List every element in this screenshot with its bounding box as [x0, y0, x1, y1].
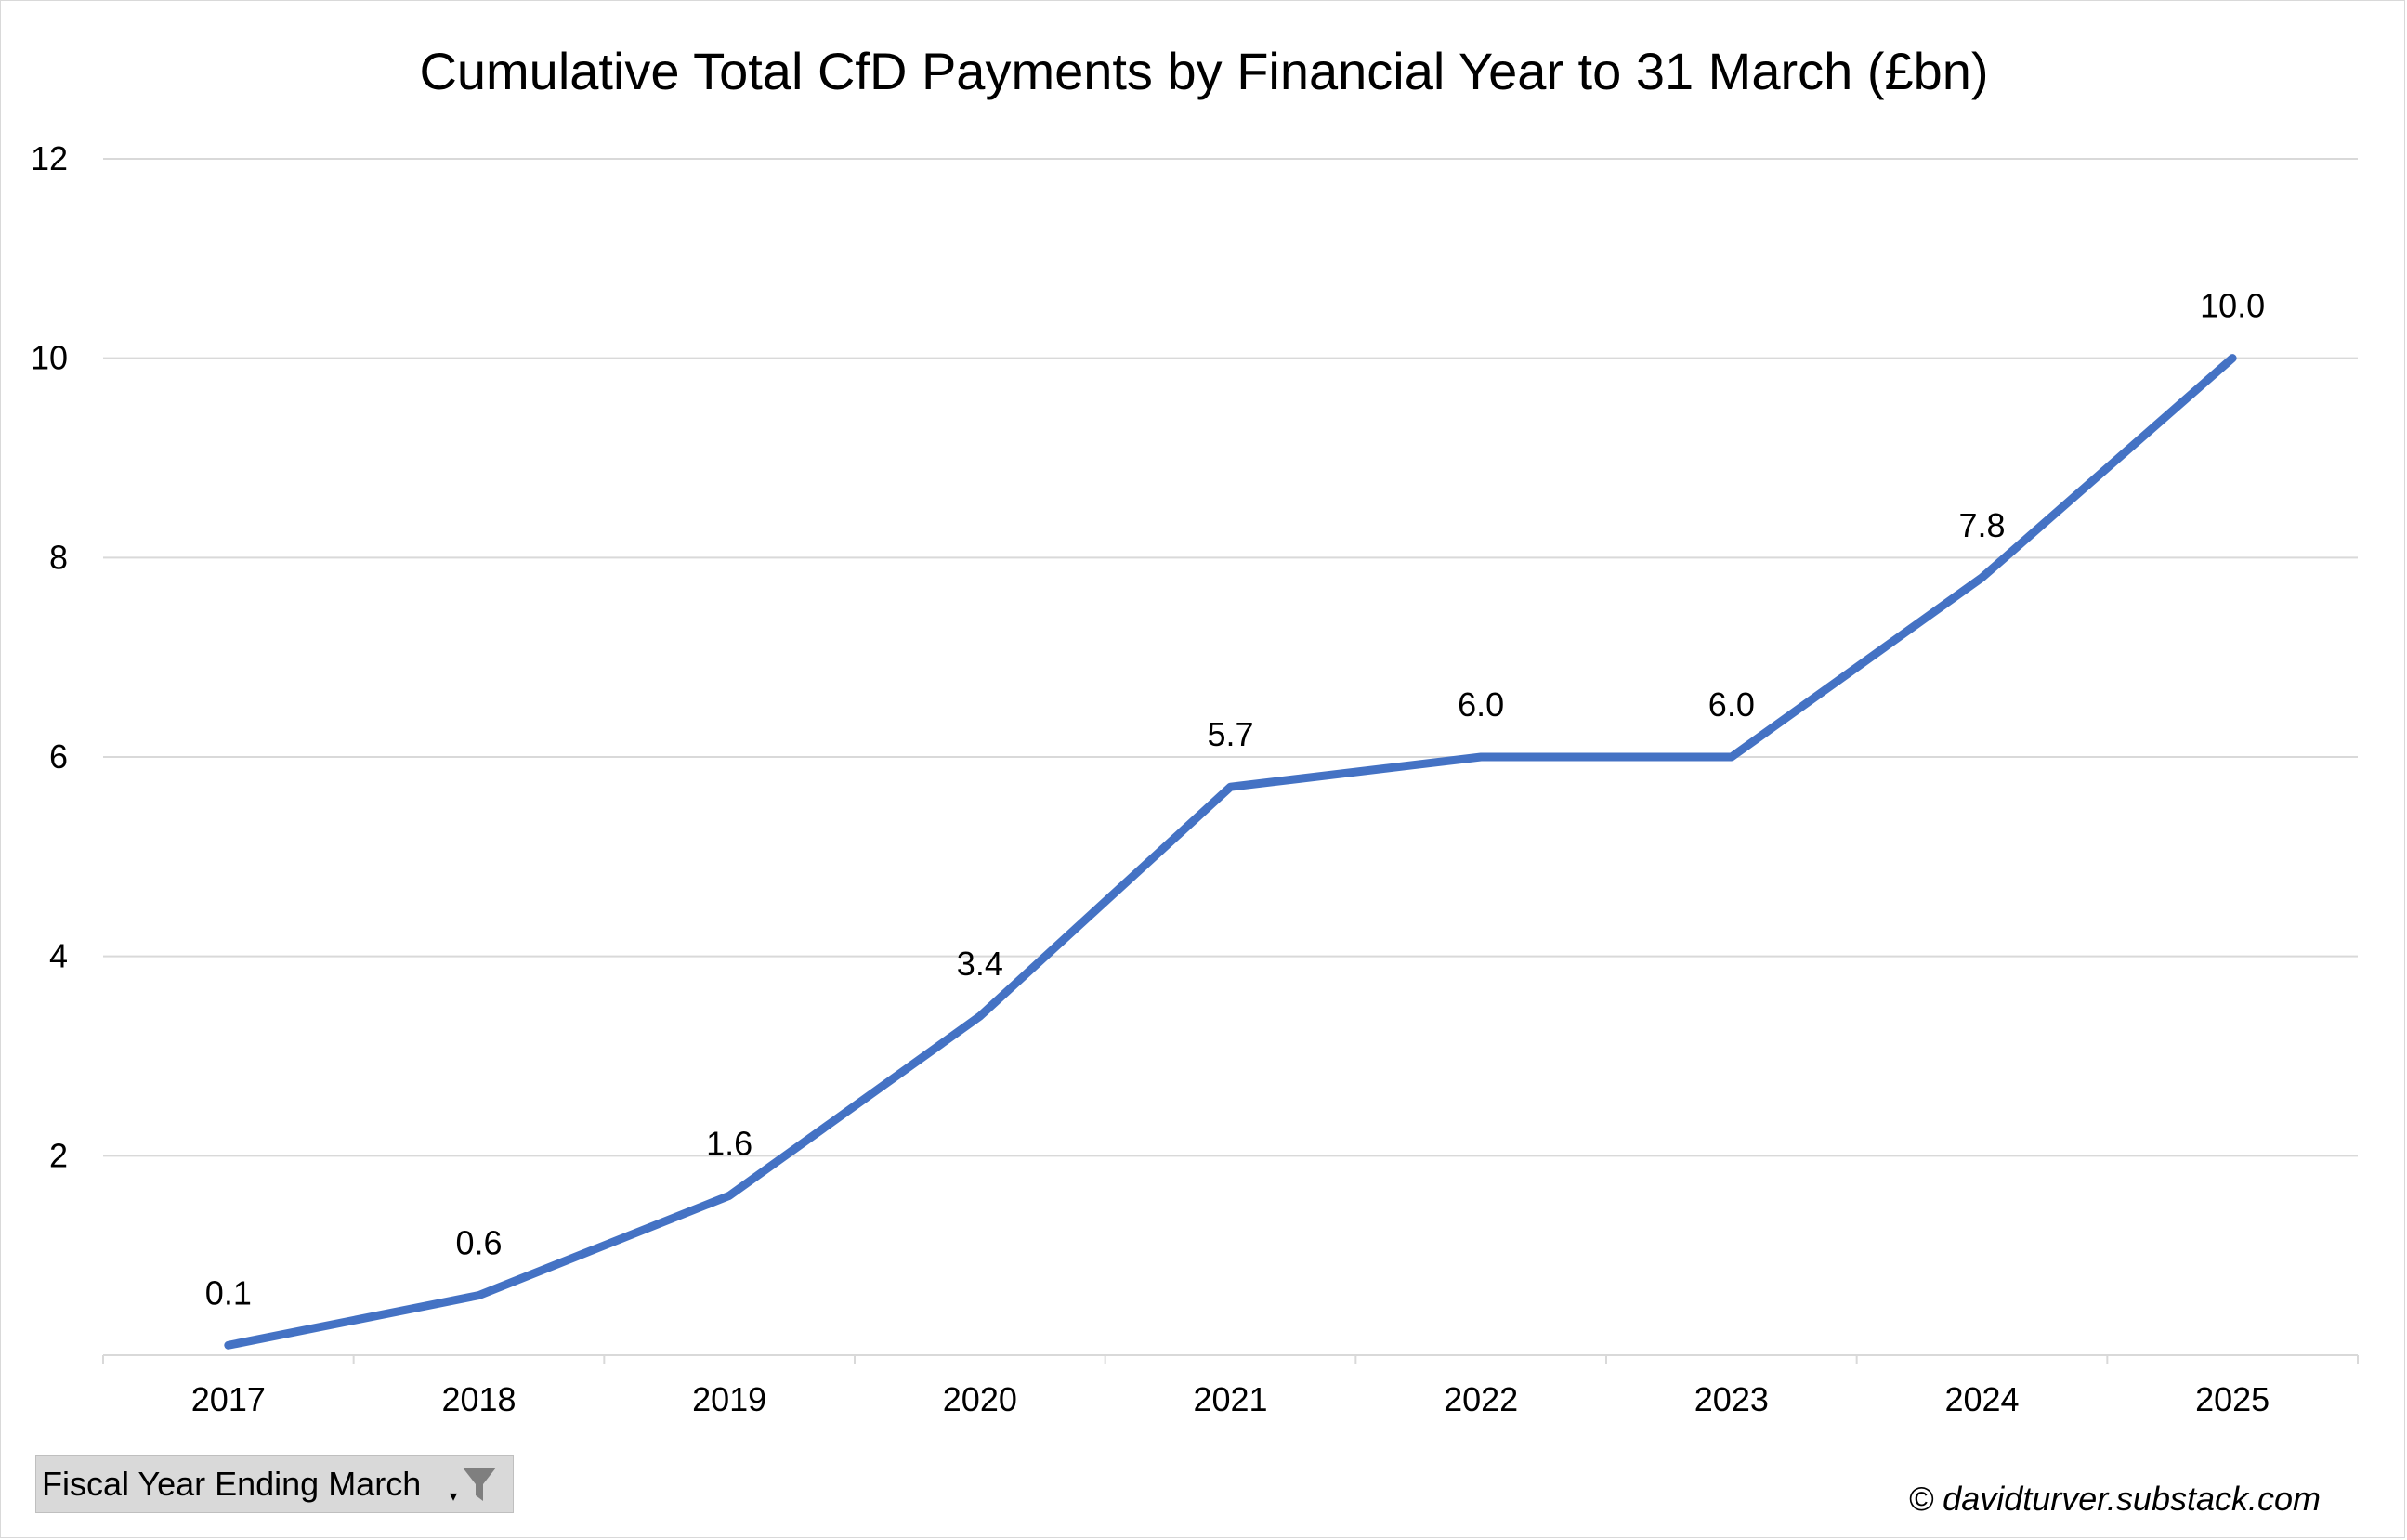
- y-tick-label-4: 4: [49, 937, 68, 975]
- copyright-notice: © davidturver.substack.com: [1908, 1480, 2321, 1518]
- data-label-2020: 3.4: [957, 945, 1003, 983]
- x-axis-labels: 2017 2018 2019 2020 2021 2022 2023 2024 2025: [191, 1380, 2270, 1418]
- gridlines: [103, 158, 2358, 1157]
- x-tick-label-2018: 2018: [441, 1380, 516, 1418]
- data-label-2023: 6.0: [1708, 685, 1755, 724]
- series-line-0: [224, 354, 2237, 1350]
- data-label-2021: 5.7: [1207, 715, 1253, 753]
- y-tick-label-12: 12: [31, 139, 68, 177]
- x-tick-label-2025: 2025: [2195, 1380, 2270, 1418]
- x-tick-label-2017: 2017: [191, 1380, 266, 1418]
- y-tick-label-10: 10: [31, 339, 68, 377]
- y-axis: 2 4 6 8 10 12: [31, 139, 68, 1174]
- x-tick-label-2021: 2021: [1193, 1380, 1267, 1418]
- data-label-2018: 0.6: [455, 1224, 502, 1262]
- data-labels: 0.1 0.6 1.6 3.4 5.7 6.0 6.0 7.8 10.0: [205, 287, 2265, 1312]
- x-tick-label-2024: 2024: [1944, 1380, 2019, 1418]
- data-point-2017: [226, 1343, 230, 1348]
- data-point-2023: [1729, 755, 1733, 759]
- chart-title: Cumulative Total CfD Payments by Financi…: [419, 42, 1988, 100]
- data-label-2025: 10.0: [2200, 287, 2265, 325]
- data-label-2024: 7.8: [1958, 506, 2005, 544]
- dropdown-arrow-icon[interactable]: ▾: [450, 1489, 458, 1505]
- data-point-2021: [1228, 785, 1233, 790]
- filter-label: Fiscal Year Ending March: [42, 1465, 422, 1503]
- data-point-2022: [1479, 755, 1484, 759]
- fiscal-year-filter-button[interactable]: Fiscal Year Ending March ▾: [35, 1455, 514, 1513]
- x-axis: [102, 1354, 2359, 1364]
- x-tick-label-2019: 2019: [692, 1380, 766, 1418]
- y-tick-label-8: 8: [49, 538, 68, 576]
- data-point-2024: [1980, 575, 1984, 580]
- data-label-2017: 0.1: [205, 1273, 252, 1312]
- filter-funnel-icon[interactable]: [461, 1466, 498, 1505]
- x-tick-label-2023: 2023: [1694, 1380, 1769, 1418]
- y-tick-label-6: 6: [49, 737, 68, 776]
- data-point-2025: [2230, 356, 2235, 360]
- data-label-2019: 1.6: [706, 1124, 752, 1162]
- series-layer: [224, 354, 2237, 1350]
- y-tick-label-2: 2: [49, 1136, 68, 1174]
- data-point-2018: [477, 1293, 481, 1298]
- x-tick-label-2022: 2022: [1444, 1380, 1518, 1418]
- data-point-2020: [977, 1014, 982, 1019]
- x-tick-label-2020: 2020: [943, 1380, 1017, 1418]
- data-point-2019: [727, 1194, 732, 1198]
- data-label-2022: 6.0: [1458, 685, 1504, 724]
